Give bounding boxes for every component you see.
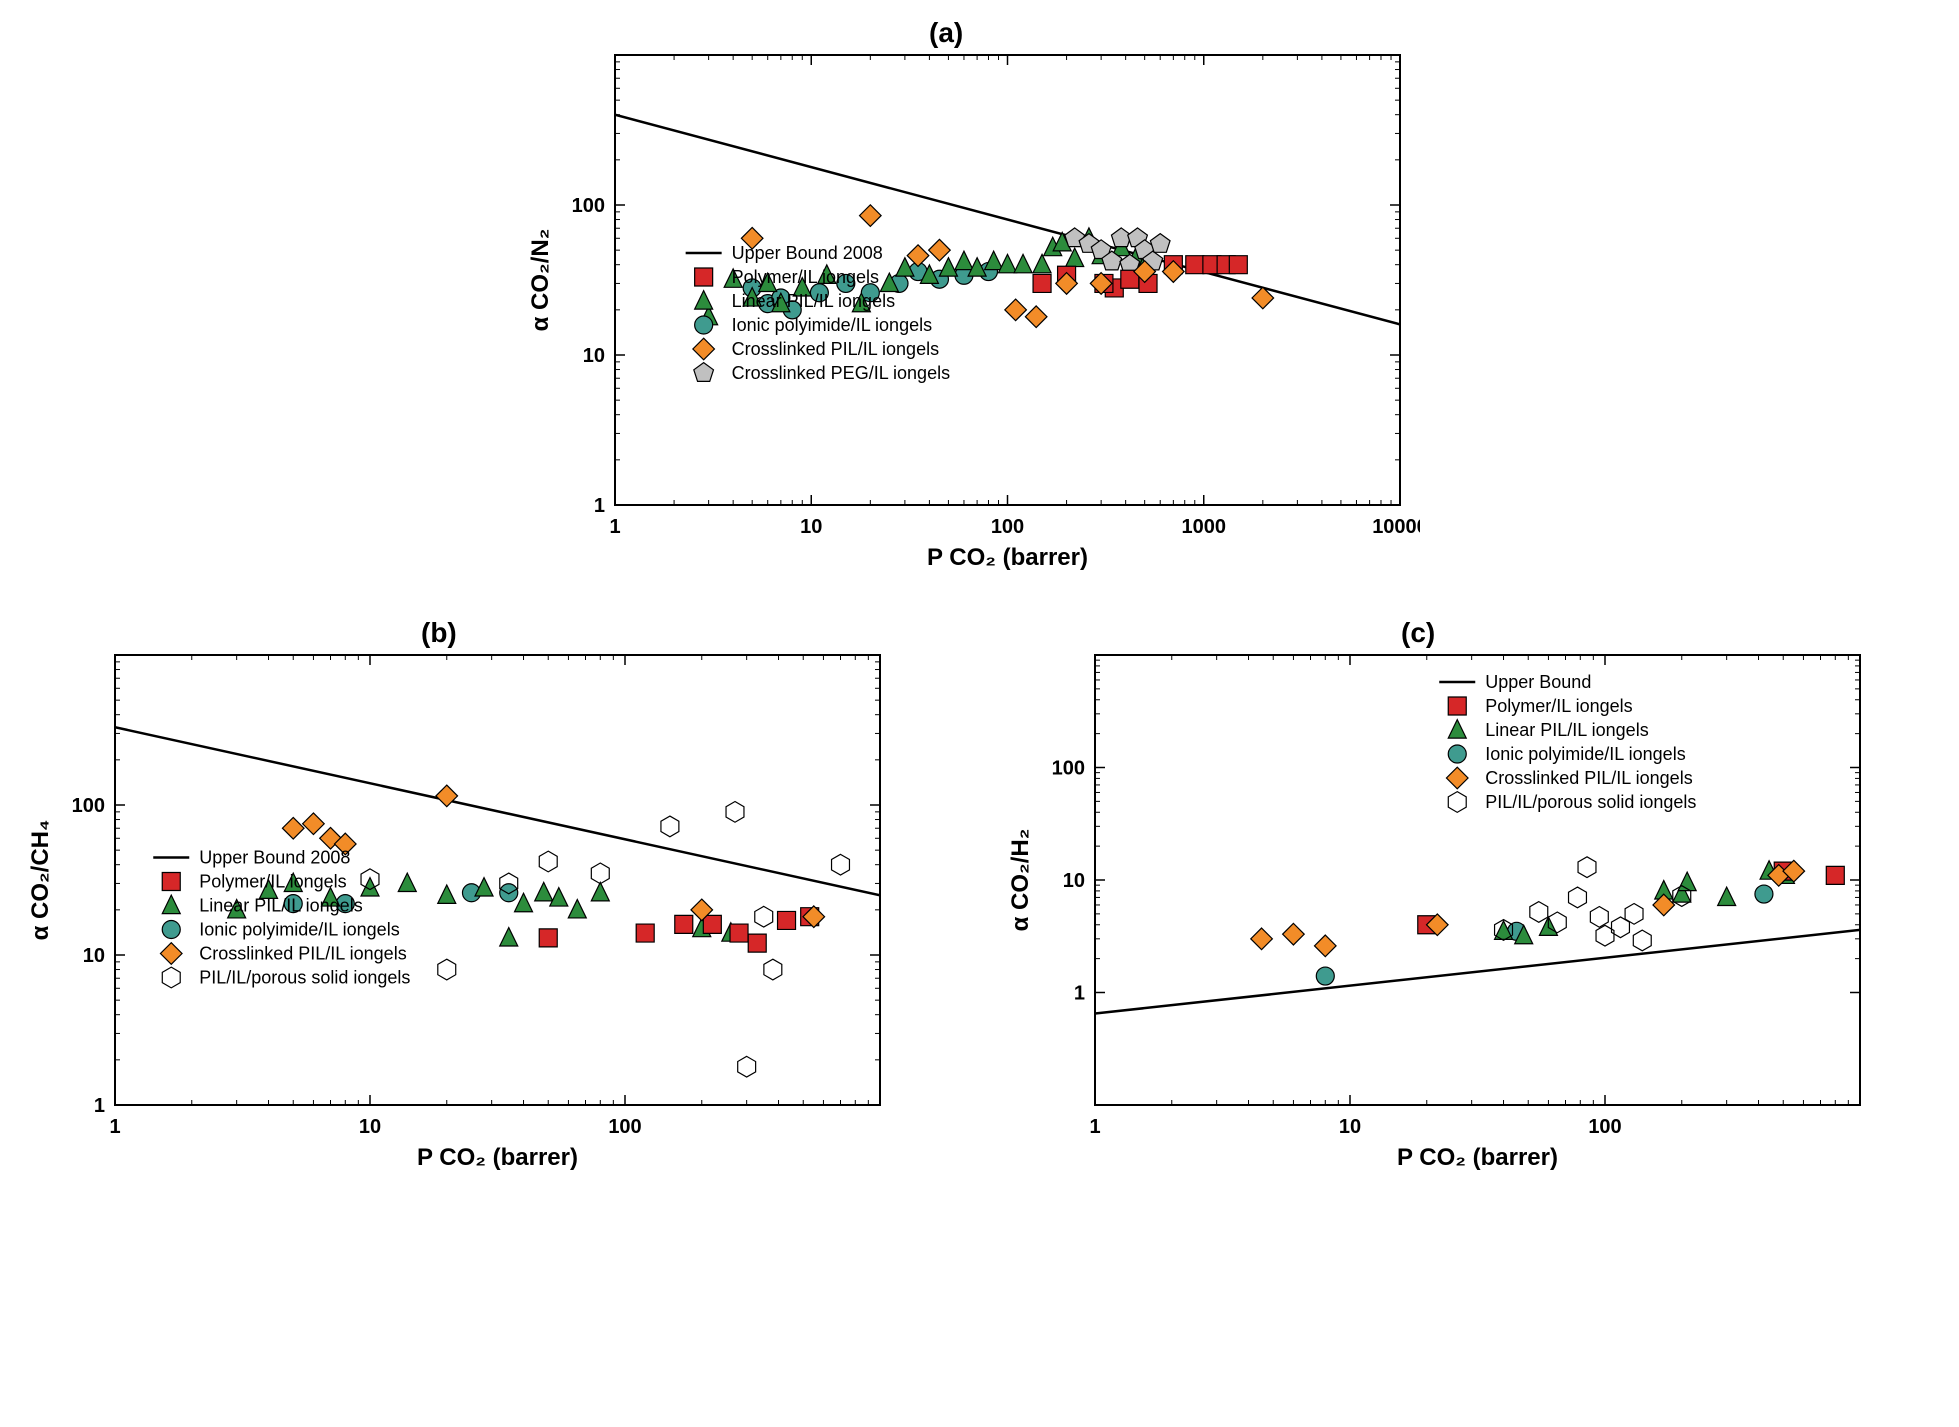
svg-text:100: 100	[608, 1116, 641, 1138]
panel-c: (c) 1 10 100 1 10 100 P CO₂ (barrer) α CO₂/H₂ Upp…	[1000, 620, 1920, 1180]
legend-label: Upper Bound 2008	[199, 848, 350, 868]
svg-text:10: 10	[583, 345, 605, 367]
legend-label: Crosslinked PIL/IL iongels	[1485, 768, 1692, 788]
svg-text:10000: 10000	[1372, 516, 1420, 538]
y-axis-label: α CO₂/N₂	[527, 229, 554, 332]
x-axis-label: P CO₂ (barrer)	[417, 1144, 578, 1171]
chart-a: (a) 1 10 100 1000 10000 1 10 100 P CO₂ (barrer) α …	[520, 20, 1420, 580]
legend-label: Linear PIL/IL iongels	[199, 896, 362, 916]
svg-text:1: 1	[1089, 1116, 1100, 1138]
svg-text:100: 100	[1588, 1116, 1621, 1138]
legend-label: Upper Bound	[1485, 672, 1591, 692]
panel-label: (b)	[421, 620, 457, 648]
legend-label: PIL/IL/porous solid iongels	[199, 968, 410, 988]
legend-label: Upper Bound 2008	[732, 243, 883, 263]
legend-label: Ionic polyimide/IL iongels	[1485, 744, 1685, 764]
panel-b: (b) 1 10 100 1 10 100 P CO₂ (barrer) α CO₂/CH₄ Up…	[20, 620, 940, 1180]
upper-bound-line	[115, 727, 880, 895]
legend-label: Crosslinked PEG/IL iongels	[732, 363, 950, 383]
legend-label: Polymer/IL iongels	[1485, 696, 1632, 716]
y-axis-label: α CO₂/H₂	[1007, 829, 1034, 932]
svg-text:10: 10	[359, 1116, 381, 1138]
legend-label: Linear PIL/IL iongels	[732, 291, 895, 311]
legend-label: Linear PIL/IL iongels	[1485, 720, 1648, 740]
x-axis-label: P CO₂ (barrer)	[927, 544, 1088, 571]
svg-text:1: 1	[1074, 983, 1085, 1005]
svg-text:1: 1	[109, 1116, 120, 1138]
legend-label: Ionic polyimide/IL iongels	[732, 315, 932, 335]
svg-text:1000: 1000	[1182, 516, 1227, 538]
svg-text:100: 100	[1052, 758, 1085, 780]
legend-label: Ionic polyimide/IL iongels	[199, 920, 399, 940]
figure-grid: (a) 1 10 100 1000 10000 1 10 100 P CO₂ (barrer) α …	[20, 20, 1920, 1180]
legend-label: Crosslinked PIL/IL iongels	[732, 339, 939, 359]
svg-text:100: 100	[72, 795, 105, 817]
svg-text:1: 1	[594, 495, 605, 517]
svg-text:1: 1	[94, 1095, 105, 1117]
svg-text:100: 100	[991, 516, 1024, 538]
legend-label: PIL/IL/porous solid iongels	[1485, 792, 1696, 812]
chart-b: (b) 1 10 100 1 10 100 P CO₂ (barrer) α CO₂/CH₄ Up…	[20, 620, 900, 1180]
svg-text:10: 10	[800, 516, 822, 538]
legend-label: Polymer/IL iongels	[199, 872, 346, 892]
svg-text:100: 100	[572, 195, 605, 217]
svg-text:1: 1	[609, 516, 620, 538]
panel-a: (a) 1 10 100 1000 10000 1 10 100 P CO₂ (barrer) α …	[520, 20, 1420, 580]
svg-text:10: 10	[1063, 870, 1085, 892]
chart-c: (c) 1 10 100 1 10 100 P CO₂ (barrer) α CO₂/H₂ Upp…	[1000, 620, 1880, 1180]
upper-bound-line	[1095, 930, 1860, 1014]
x-axis-label: P CO₂ (barrer)	[1397, 1144, 1558, 1171]
svg-text:10: 10	[83, 945, 105, 967]
y-axis-label: α CO₂/CH₄	[27, 820, 54, 941]
svg-text:10: 10	[1339, 1116, 1361, 1138]
panel-label: (c)	[1401, 620, 1435, 648]
panel-label: (a)	[929, 20, 963, 48]
legend-label: Polymer/IL iongels	[732, 267, 879, 287]
legend-label: Crosslinked PIL/IL iongels	[199, 944, 406, 964]
